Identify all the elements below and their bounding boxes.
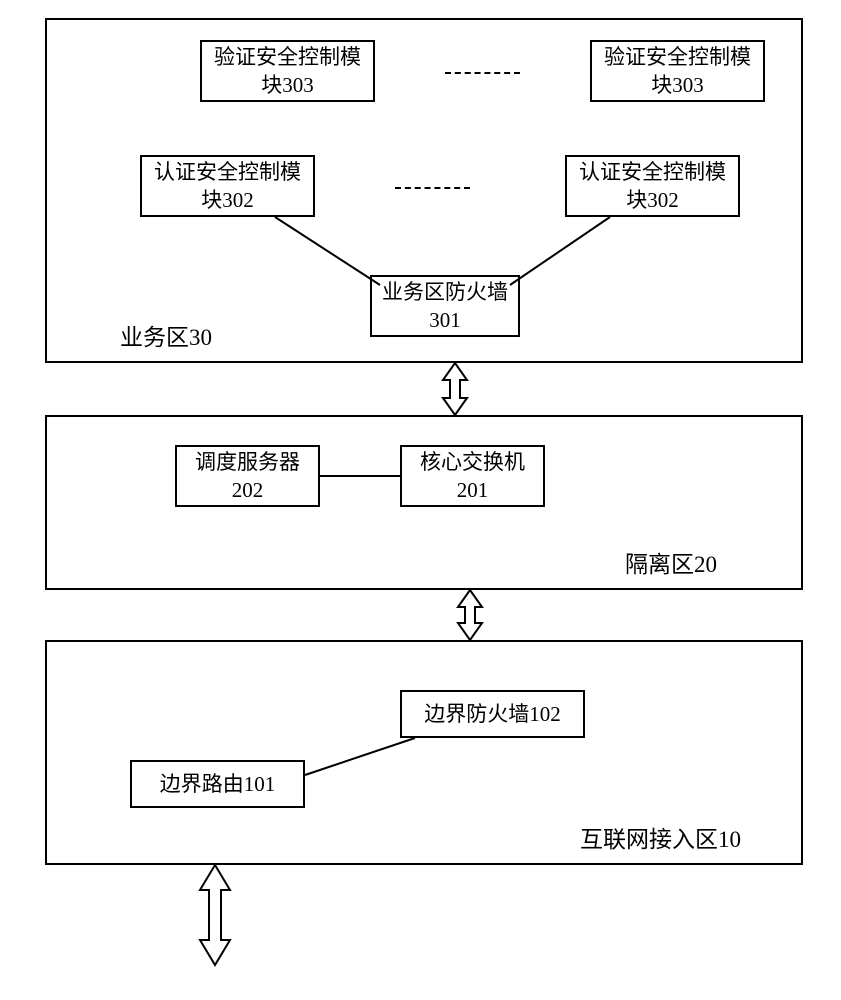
ellipsis-row2 [395,187,470,189]
node-verify-303-right: 验证安全控制模 块303 [590,40,765,102]
zone-dmz-label: 隔离区20 [625,545,717,579]
node-border-firewall-102: 边界防火墙102 [400,690,585,738]
node-biz-firewall-301: 业务区防火墙 301 [370,275,520,337]
node-auth-302-right: 认证安全控制模 块302 [565,155,740,217]
arrow-dmz-inet [458,590,482,640]
arrow-inet-out [200,865,230,965]
arrow-biz-dmz [443,363,467,415]
ellipsis-row1 [445,72,520,74]
node-dispatch-server-202: 调度服务器 202 [175,445,320,507]
zone-business-label: 业务区30 [120,318,212,352]
node-auth-302-left: 认证安全控制模 块302 [140,155,315,217]
node-border-router-101: 边界路由101 [130,760,305,808]
diagram-canvas: 业务区30 隔离区20 互联网接入区10 验证安全控制模 块303 验证安全控制… [0,0,841,1000]
zone-internet-label: 互联网接入区10 [580,820,741,854]
node-verify-303-left: 验证安全控制模 块303 [200,40,375,102]
node-core-switch-201: 核心交换机 201 [400,445,545,507]
